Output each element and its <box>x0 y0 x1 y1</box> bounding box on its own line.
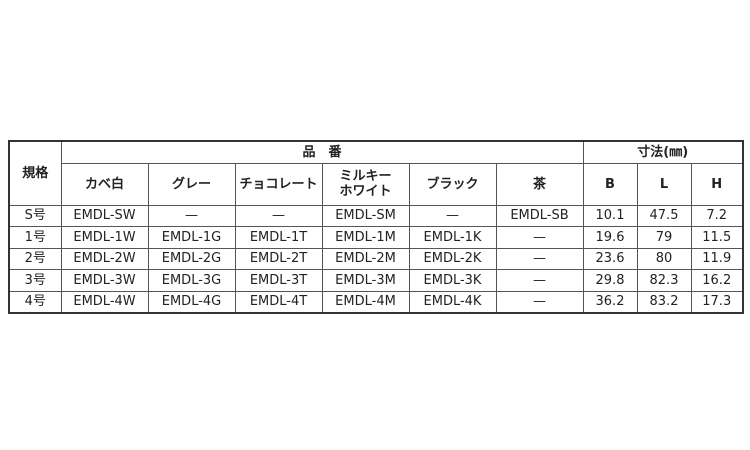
part-number-cell: — <box>495 269 584 292</box>
part-number-cell: EMDL-1M <box>321 226 410 249</box>
part-number-cell: — <box>147 204 236 228</box>
part-number-cell: EMDL-2K <box>408 247 497 271</box>
part-number-cell: — <box>234 204 323 228</box>
spec-table: 規格 品 番 寸法(㎜) カベ白 グレー チョコレート ミルキー ホワイト ブラック茶 B… <box>8 140 744 314</box>
table-row: S号 EMDL-SW — — EMDL-SM — EMDL-SB 10.1 47.5 7.2 <box>8 204 744 228</box>
dimension-cell: 11.9 <box>690 247 744 271</box>
header-color-4: ブラック <box>408 162 497 206</box>
part-number-cell: EMDL-2M <box>321 247 410 271</box>
header-dim-b: B <box>582 162 638 206</box>
dimension-cell: 11.5 <box>690 226 744 249</box>
part-number-cell: EMDL-4K <box>408 290 497 314</box>
table-row: 4号 EMDL-4W EMDL-4G EMDL-4T EMDL-4M EMDL-4K —36… <box>8 290 744 314</box>
spec-cell: 1号 <box>8 226 62 249</box>
part-number-cell: EMDL-2G <box>147 247 236 271</box>
dimension-cell: 80 <box>636 247 692 271</box>
header-color-3: ミルキー ホワイト <box>321 162 410 206</box>
dimension-cell: 82.3 <box>636 269 692 292</box>
part-number-cell: EMDL-SB <box>495 204 584 228</box>
header-color-0: カベ白 <box>60 162 149 206</box>
part-number-cell: EMDL-1T <box>234 226 323 249</box>
header-dim-h: H <box>690 162 744 206</box>
header-color-1: グレー <box>147 162 236 206</box>
part-number-cell: EMDL-3M <box>321 269 410 292</box>
table-row: 1号 EMDL-1W EMDL-1G EMDL-1T EMDL-1M EMDL-1K —19… <box>8 226 744 249</box>
table-row: 2号 EMDL-2W EMDL-2G EMDL-2T EMDL-2M EMDL-2K —23… <box>8 247 744 271</box>
part-number-cell: EMDL-2T <box>234 247 323 271</box>
dimension-cell: 29.8 <box>582 269 638 292</box>
dimension-cell: 7.2 <box>690 204 744 228</box>
part-number-cell: EMDL-3K <box>408 269 497 292</box>
part-number-cell: EMDL-4T <box>234 290 323 314</box>
part-number-cell: EMDL-1G <box>147 226 236 249</box>
part-number-cell: — <box>408 204 497 228</box>
part-number-cell: EMDL-SM <box>321 204 410 228</box>
header-part-number: 品 番 <box>60 140 584 164</box>
part-number-cell: EMDL-1K <box>408 226 497 249</box>
table-row: 3号 EMDL-3W EMDL-3G EMDL-3T EMDL-3M EMDL-3K —29… <box>8 269 744 292</box>
spec-cell: S号 <box>8 204 62 228</box>
part-number-cell: — <box>495 290 584 314</box>
part-number-cell: EMDL-1W <box>60 226 149 249</box>
dimension-cell: 19.6 <box>582 226 638 249</box>
spec-cell: 2号 <box>8 247 62 271</box>
header-dimensions: 寸法(㎜) <box>582 140 744 164</box>
part-number-cell: — <box>495 247 584 271</box>
spec-cell: 4号 <box>8 290 62 314</box>
header-color-5: 茶 <box>495 162 584 206</box>
part-number-cell: — <box>495 226 584 249</box>
header-spec: 規格 <box>8 140 62 206</box>
header-dim-l: L <box>636 162 692 206</box>
dimension-cell: 17.3 <box>690 290 744 314</box>
part-number-cell: EMDL-4W <box>60 290 149 314</box>
dimension-cell: 36.2 <box>582 290 638 314</box>
dimension-cell: 83.2 <box>636 290 692 314</box>
part-number-cell: EMDL-3W <box>60 269 149 292</box>
part-number-cell: EMDL-2W <box>60 247 149 271</box>
header-color-2: チョコレート <box>234 162 323 206</box>
part-number-cell: EMDL-3G <box>147 269 236 292</box>
part-number-cell: EMDL-3T <box>234 269 323 292</box>
spec-cell: 3号 <box>8 269 62 292</box>
part-number-cell: EMDL-4M <box>321 290 410 314</box>
part-number-cell: EMDL-4G <box>147 290 236 314</box>
part-number-cell: EMDL-SW <box>60 204 149 228</box>
dimension-cell: 79 <box>636 226 692 249</box>
dimension-cell: 47.5 <box>636 204 692 228</box>
dimension-cell: 16.2 <box>690 269 744 292</box>
dimension-cell: 23.6 <box>582 247 638 271</box>
dimension-cell: 10.1 <box>582 204 638 228</box>
